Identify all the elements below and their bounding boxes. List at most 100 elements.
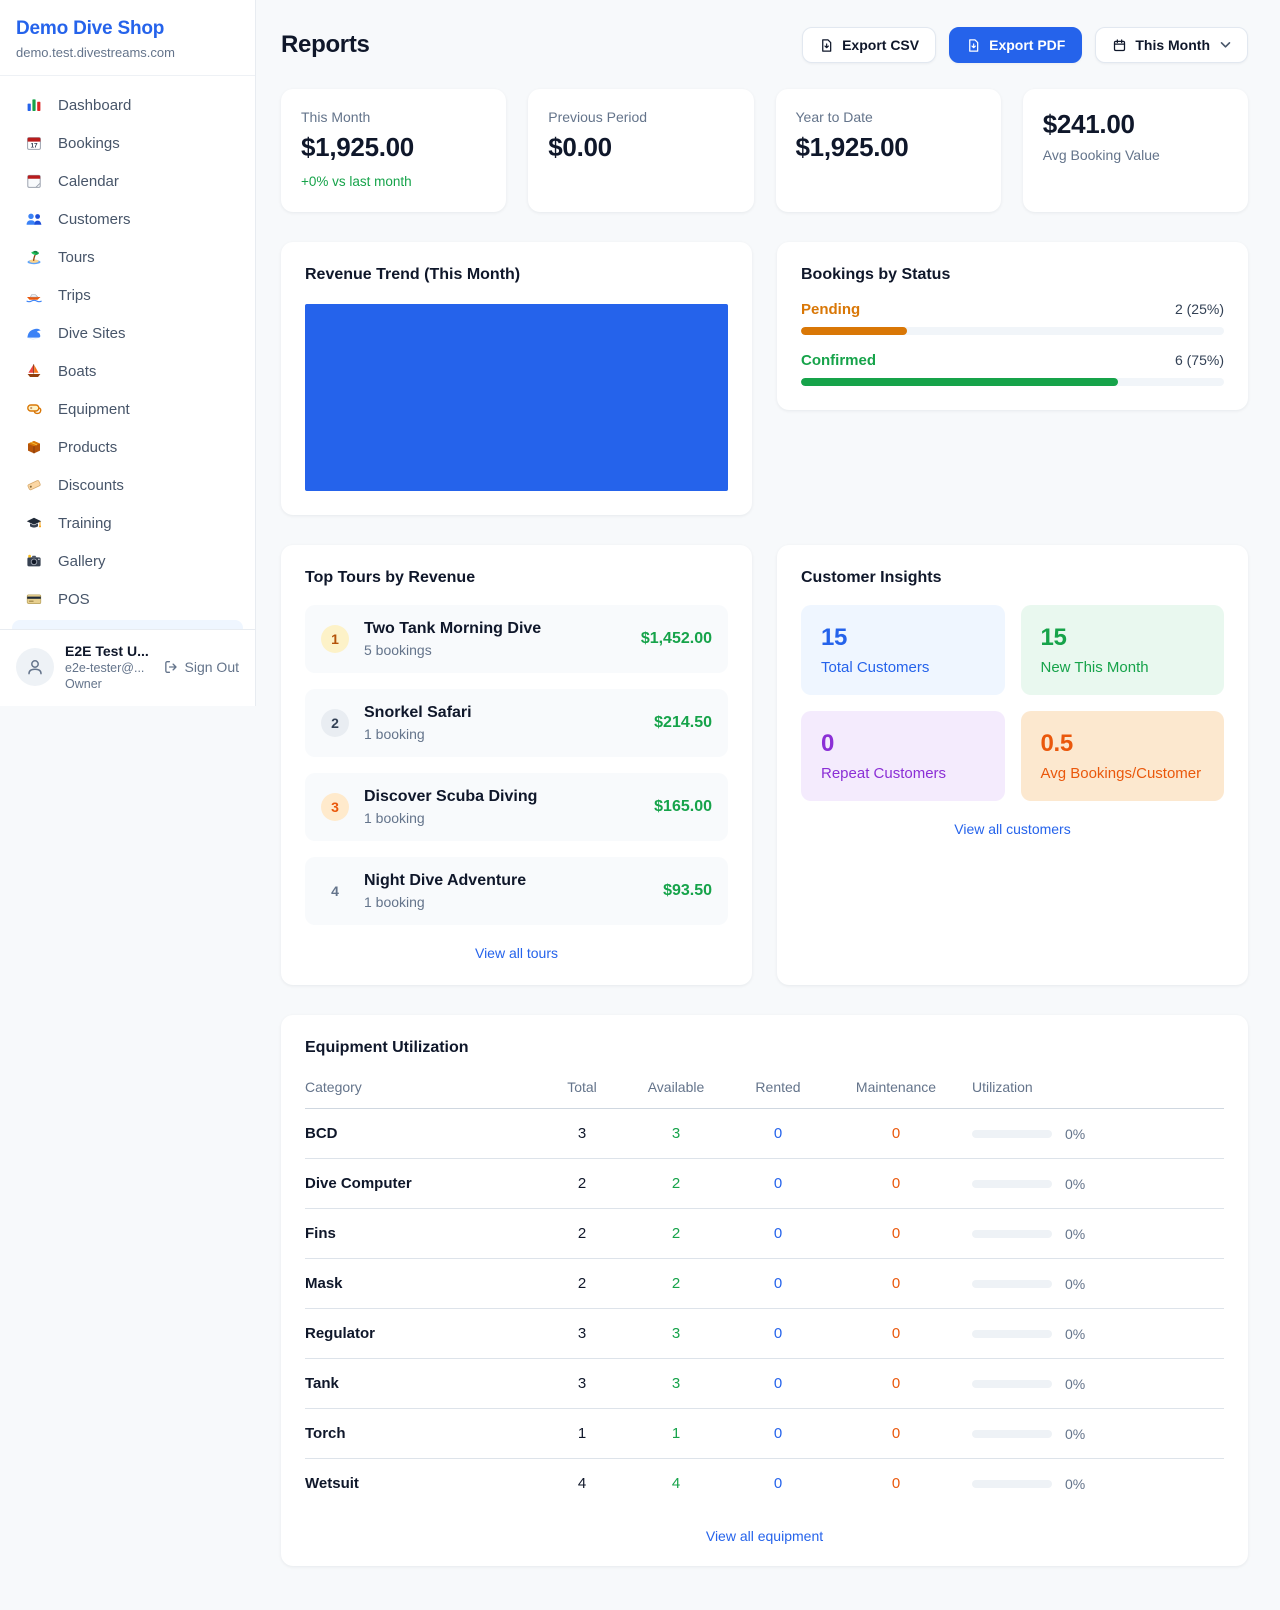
stat-value: $1,925.00 (795, 132, 909, 162)
status-row-confirmed: Confirmed 6 (75%) (801, 352, 1224, 386)
stat-card-year-to-date: Year to Date $1,925.00 (775, 89, 1001, 212)
view-all-customers-link[interactable]: View all customers (954, 821, 1071, 837)
status-count: 6 (75%) (1174, 352, 1224, 368)
sidebar-item-boats[interactable]: Boats (12, 352, 243, 390)
rank-badge: 2 (321, 709, 349, 737)
gallery-icon (24, 552, 44, 570)
sidebar-item-pos[interactable]: POS (12, 580, 243, 618)
total-cell: 3 (577, 1375, 587, 1392)
sidebar-item-trips[interactable]: Trips (12, 276, 243, 314)
utilization-track (972, 1179, 1052, 1188)
revenue-trend-panel: Revenue Trend (This Month) (281, 242, 752, 515)
column-header: Available (647, 1079, 705, 1095)
tour-revenue: $165.00 (654, 798, 712, 815)
total-cell: 3 (577, 1125, 587, 1142)
period-dropdown[interactable]: This Month (1095, 27, 1248, 63)
utilization-track (972, 1379, 1052, 1388)
total-cell: 2 (577, 1275, 587, 1292)
sidebar-item-label: Customers (58, 210, 131, 228)
sidebar-item-tours[interactable]: Tours (12, 238, 243, 276)
sidebar-nav: Dashboard 17 Bookings Calendar Customers… (0, 76, 255, 629)
utilization-cell: 0% (962, 1426, 1224, 1442)
sidebar-item-products[interactable]: Products (12, 428, 243, 466)
insight-tile-avg-bookings: 0.5 Avg Bookings/Customer (1020, 711, 1224, 801)
sidebar-item-reports-active-partial[interactable] (12, 620, 243, 629)
user-icon (28, 660, 42, 675)
utilization-percent: 0% (1065, 1275, 1086, 1292)
sidebar-item-equipment[interactable]: Equipment (12, 390, 243, 428)
column-header: Total (567, 1079, 597, 1095)
maintenance-cell: 0 (891, 1375, 901, 1392)
utilization-percent: 0% (1065, 1125, 1086, 1142)
user-email: e2e-tester@... (65, 661, 145, 675)
tour-revenue: $1,452.00 (640, 630, 712, 647)
stat-label: This Month (301, 109, 371, 125)
tour-name: Discover Scuba Diving (364, 788, 538, 805)
insight-tile-total-customers: 15 Total Customers (801, 605, 1005, 695)
table-row: BCD 3 3 0 0 0% (305, 1109, 1224, 1159)
view-all-tours-link[interactable]: View all tours (474, 945, 558, 961)
user-meta: E2E Test U... e2e-tester@... Owner (65, 643, 149, 691)
tile-label: New This Month (1040, 659, 1149, 676)
page-header: Reports Export CSV Export PDF This Month (281, 27, 1248, 63)
calendar-icon (1114, 38, 1126, 51)
utilization-percent: 0% (1065, 1375, 1086, 1392)
sidebar-item-dive-sites[interactable]: Dive Sites (12, 314, 243, 352)
table-row: Wetsuit 4 4 0 0 0% (305, 1459, 1224, 1508)
sidebar-item-training[interactable]: Training (12, 504, 243, 542)
panel-title: Bookings by Status (801, 266, 951, 283)
insight-tile-new-this-month: 15 New This Month (1020, 605, 1224, 695)
sidebar-item-label: Gallery (58, 552, 106, 570)
stat-label: Year to Date (795, 109, 873, 125)
tour-row: 2 Snorkel Safari 1 booking $214.50 (305, 689, 728, 757)
sidebar-item-label: Dashboard (58, 96, 132, 114)
rank-badge: 3 (321, 793, 349, 821)
utilization-cell: 0% (962, 1376, 1224, 1392)
category-cell: Mask (305, 1275, 343, 1292)
equipment-table: Category Total Available Rented Maintena… (305, 1071, 1224, 1508)
maintenance-cell: 0 (891, 1425, 901, 1442)
export-pdf-label: Export PDF (989, 37, 1066, 53)
utilization-percent: 0% (1065, 1325, 1086, 1342)
sidebar-item-bookings[interactable]: 17 Bookings (12, 124, 243, 162)
tour-row: 3 Discover Scuba Diving 1 booking $165.0… (305, 773, 728, 841)
sidebar-item-discounts[interactable]: Discounts (12, 466, 243, 504)
rank-badge: 1 (321, 625, 349, 653)
sign-out-label: Sign Out (184, 659, 239, 675)
stat-card-this-month: This Month $1,925.00 +0% vs last month (281, 89, 507, 212)
sidebar-item-calendar[interactable]: Calendar (12, 162, 243, 200)
view-all-equipment-link[interactable]: View all equipment (705, 1528, 824, 1544)
export-csv-button[interactable]: Export CSV (802, 27, 937, 63)
file-export-icon (969, 38, 979, 52)
utilization-track (972, 1129, 1052, 1138)
table-row: Dive Computer 2 2 0 0 0% (305, 1159, 1224, 1209)
tour-revenue: $93.50 (663, 882, 712, 899)
sidebar-item-customers[interactable]: Customers (12, 200, 243, 238)
tile-label: Repeat Customers (821, 765, 947, 782)
available-cell: 3 (671, 1325, 681, 1342)
utilization-cell: 0% (962, 1126, 1224, 1142)
tour-bookings-count: 1 booking (364, 810, 425, 826)
stat-card-avg-booking-value: $241.00 Avg Booking Value (1022, 89, 1248, 212)
sidebar-item-dashboard[interactable]: Dashboard (12, 86, 243, 124)
table-row: Torch 1 1 0 0 0% (305, 1409, 1224, 1459)
total-cell: 4 (577, 1475, 587, 1492)
table-row: Tank 3 3 0 0 0% (305, 1359, 1224, 1409)
utilization-track (972, 1429, 1052, 1438)
sidebar-item-gallery[interactable]: Gallery (12, 542, 243, 580)
sidebar-item-label: Products (58, 438, 118, 456)
sidebar-item-label: Discounts (58, 476, 124, 494)
equipment-icon (24, 400, 44, 418)
export-pdf-button[interactable]: Export PDF (949, 27, 1083, 63)
total-cell: 2 (577, 1225, 587, 1242)
sidebar-item-label: Tours (58, 248, 95, 266)
available-cell: 3 (671, 1375, 681, 1392)
sign-out-button[interactable]: Sign Out (163, 659, 239, 675)
utilization-track (972, 1229, 1052, 1238)
file-export-icon (822, 38, 832, 52)
utilization-cell: 0% (962, 1276, 1224, 1292)
main-content: Reports Export CSV Export PDF This Month (256, 0, 1280, 1610)
charts-row: Revenue Trend (This Month) Bookings by S… (281, 242, 1248, 515)
panel-title: Customer Insights (801, 569, 942, 586)
